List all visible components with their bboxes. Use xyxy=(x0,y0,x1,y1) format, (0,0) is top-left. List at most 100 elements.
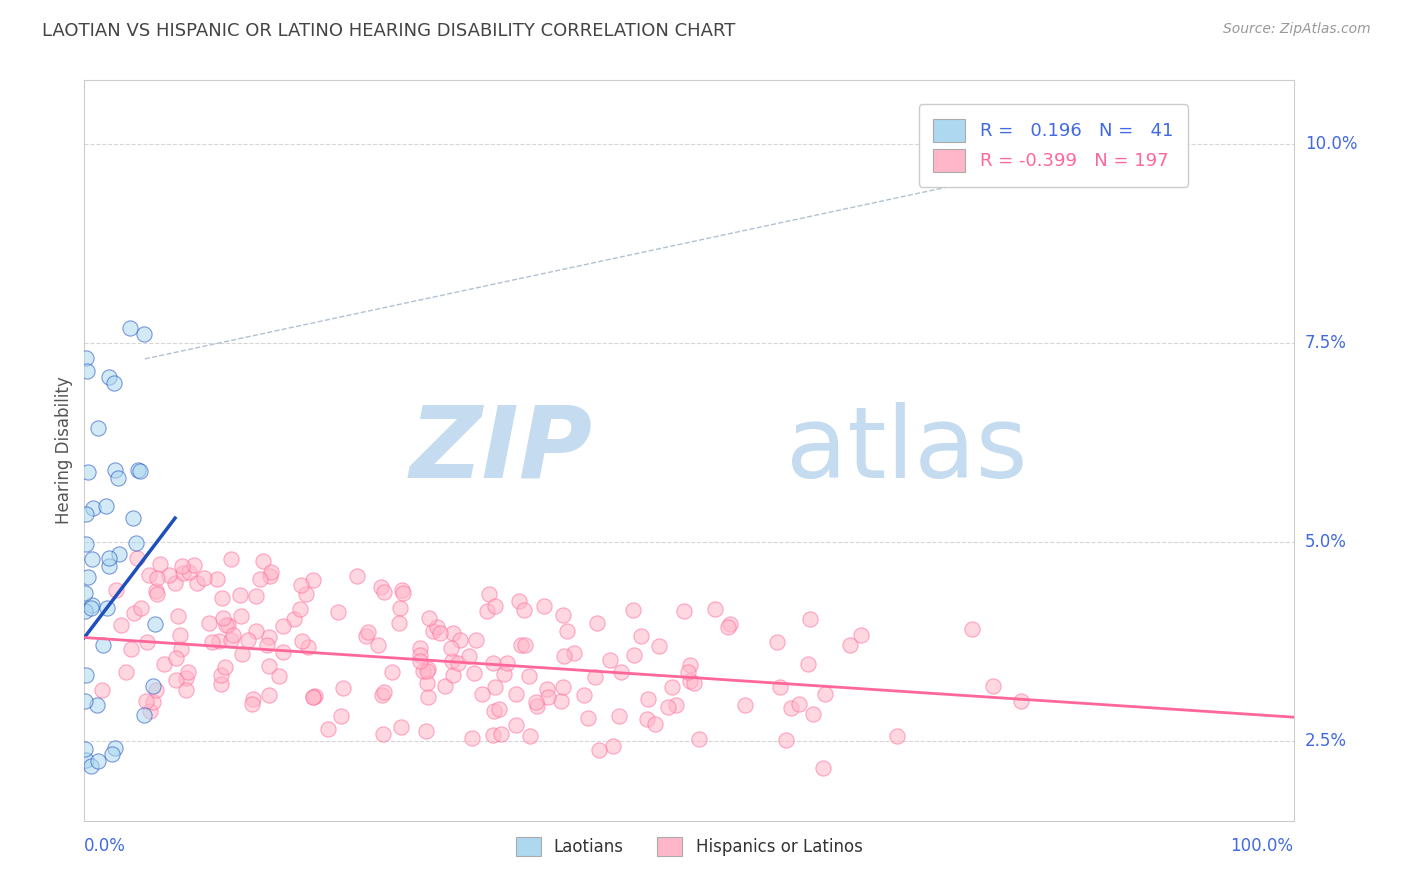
Point xyxy=(526,698,548,713)
Point xyxy=(122,510,145,524)
Point xyxy=(576,711,599,725)
Point xyxy=(704,602,727,616)
Point xyxy=(125,551,148,566)
Point xyxy=(678,658,700,673)
Point xyxy=(101,747,124,761)
Point xyxy=(142,695,165,709)
Point xyxy=(157,567,180,582)
Point xyxy=(517,669,540,683)
Point xyxy=(769,680,792,694)
Point xyxy=(636,712,658,726)
Point xyxy=(80,759,103,773)
Point xyxy=(77,570,100,584)
Text: LAOTIAN VS HISPANIC OR LATINO HEARING DISABILITY CORRELATION CHART: LAOTIAN VS HISPANIC OR LATINO HEARING DI… xyxy=(42,22,735,40)
Point xyxy=(519,729,541,743)
Point xyxy=(717,620,740,634)
Point xyxy=(664,698,686,712)
Point xyxy=(475,604,498,618)
Point xyxy=(387,615,409,630)
Point xyxy=(425,620,447,634)
Point xyxy=(373,585,395,599)
Point xyxy=(197,615,219,630)
Point xyxy=(75,753,97,767)
Point xyxy=(165,673,187,688)
Point xyxy=(76,363,98,377)
Point xyxy=(371,689,394,703)
Point xyxy=(211,611,233,625)
Point xyxy=(132,327,155,342)
Point xyxy=(146,571,169,585)
Point xyxy=(288,602,311,616)
Point xyxy=(415,664,437,678)
Point xyxy=(418,611,440,625)
Point xyxy=(167,609,190,624)
Point xyxy=(90,682,112,697)
Point xyxy=(482,705,505,719)
Point xyxy=(297,640,319,654)
Point xyxy=(440,654,463,668)
Point xyxy=(316,723,339,737)
Point xyxy=(373,727,395,741)
Text: 2.5%: 2.5% xyxy=(1305,732,1347,750)
Point xyxy=(488,702,510,716)
Point xyxy=(80,600,103,615)
Point xyxy=(259,630,281,644)
Point xyxy=(165,575,187,590)
Point xyxy=(186,576,208,591)
Point xyxy=(231,647,253,661)
Point xyxy=(637,692,659,706)
Point xyxy=(572,689,595,703)
Point xyxy=(332,681,354,696)
Point xyxy=(799,612,821,626)
Point xyxy=(80,599,103,613)
Point xyxy=(75,351,97,365)
Point xyxy=(108,548,131,562)
Point xyxy=(661,680,683,694)
Point xyxy=(73,694,96,708)
Point xyxy=(142,679,165,693)
Point xyxy=(886,729,908,743)
Point xyxy=(415,723,437,738)
Point xyxy=(599,653,621,667)
Point xyxy=(797,657,820,672)
Point xyxy=(165,651,187,665)
Point xyxy=(416,662,439,676)
Point xyxy=(104,740,127,755)
Point xyxy=(221,552,243,566)
Point xyxy=(440,640,463,655)
Legend: Laotians, Hispanics or Latinos: Laotians, Hispanics or Latinos xyxy=(508,828,870,864)
Point xyxy=(257,659,280,673)
Point xyxy=(676,665,699,680)
Point xyxy=(249,572,271,586)
Point xyxy=(153,657,176,671)
Point xyxy=(172,566,194,581)
Point xyxy=(416,690,439,705)
Point xyxy=(122,606,145,620)
Point xyxy=(562,646,585,660)
Point xyxy=(441,668,464,682)
Point xyxy=(962,622,984,636)
Point xyxy=(457,648,479,663)
Point xyxy=(354,629,377,643)
Point xyxy=(609,665,631,679)
Point xyxy=(302,574,325,588)
Point xyxy=(135,635,157,649)
Point xyxy=(228,588,250,602)
Point xyxy=(103,376,125,391)
Point xyxy=(839,638,862,652)
Point xyxy=(482,656,505,670)
Point xyxy=(73,586,96,600)
Point xyxy=(120,321,142,335)
Point xyxy=(105,583,128,598)
Point xyxy=(330,708,353,723)
Point xyxy=(301,690,323,704)
Point xyxy=(138,568,160,582)
Point xyxy=(134,707,156,722)
Point xyxy=(291,634,314,648)
Point xyxy=(177,665,200,679)
Point xyxy=(388,601,411,615)
Point xyxy=(283,612,305,626)
Point xyxy=(73,605,96,619)
Point xyxy=(245,589,267,603)
Point xyxy=(505,718,527,732)
